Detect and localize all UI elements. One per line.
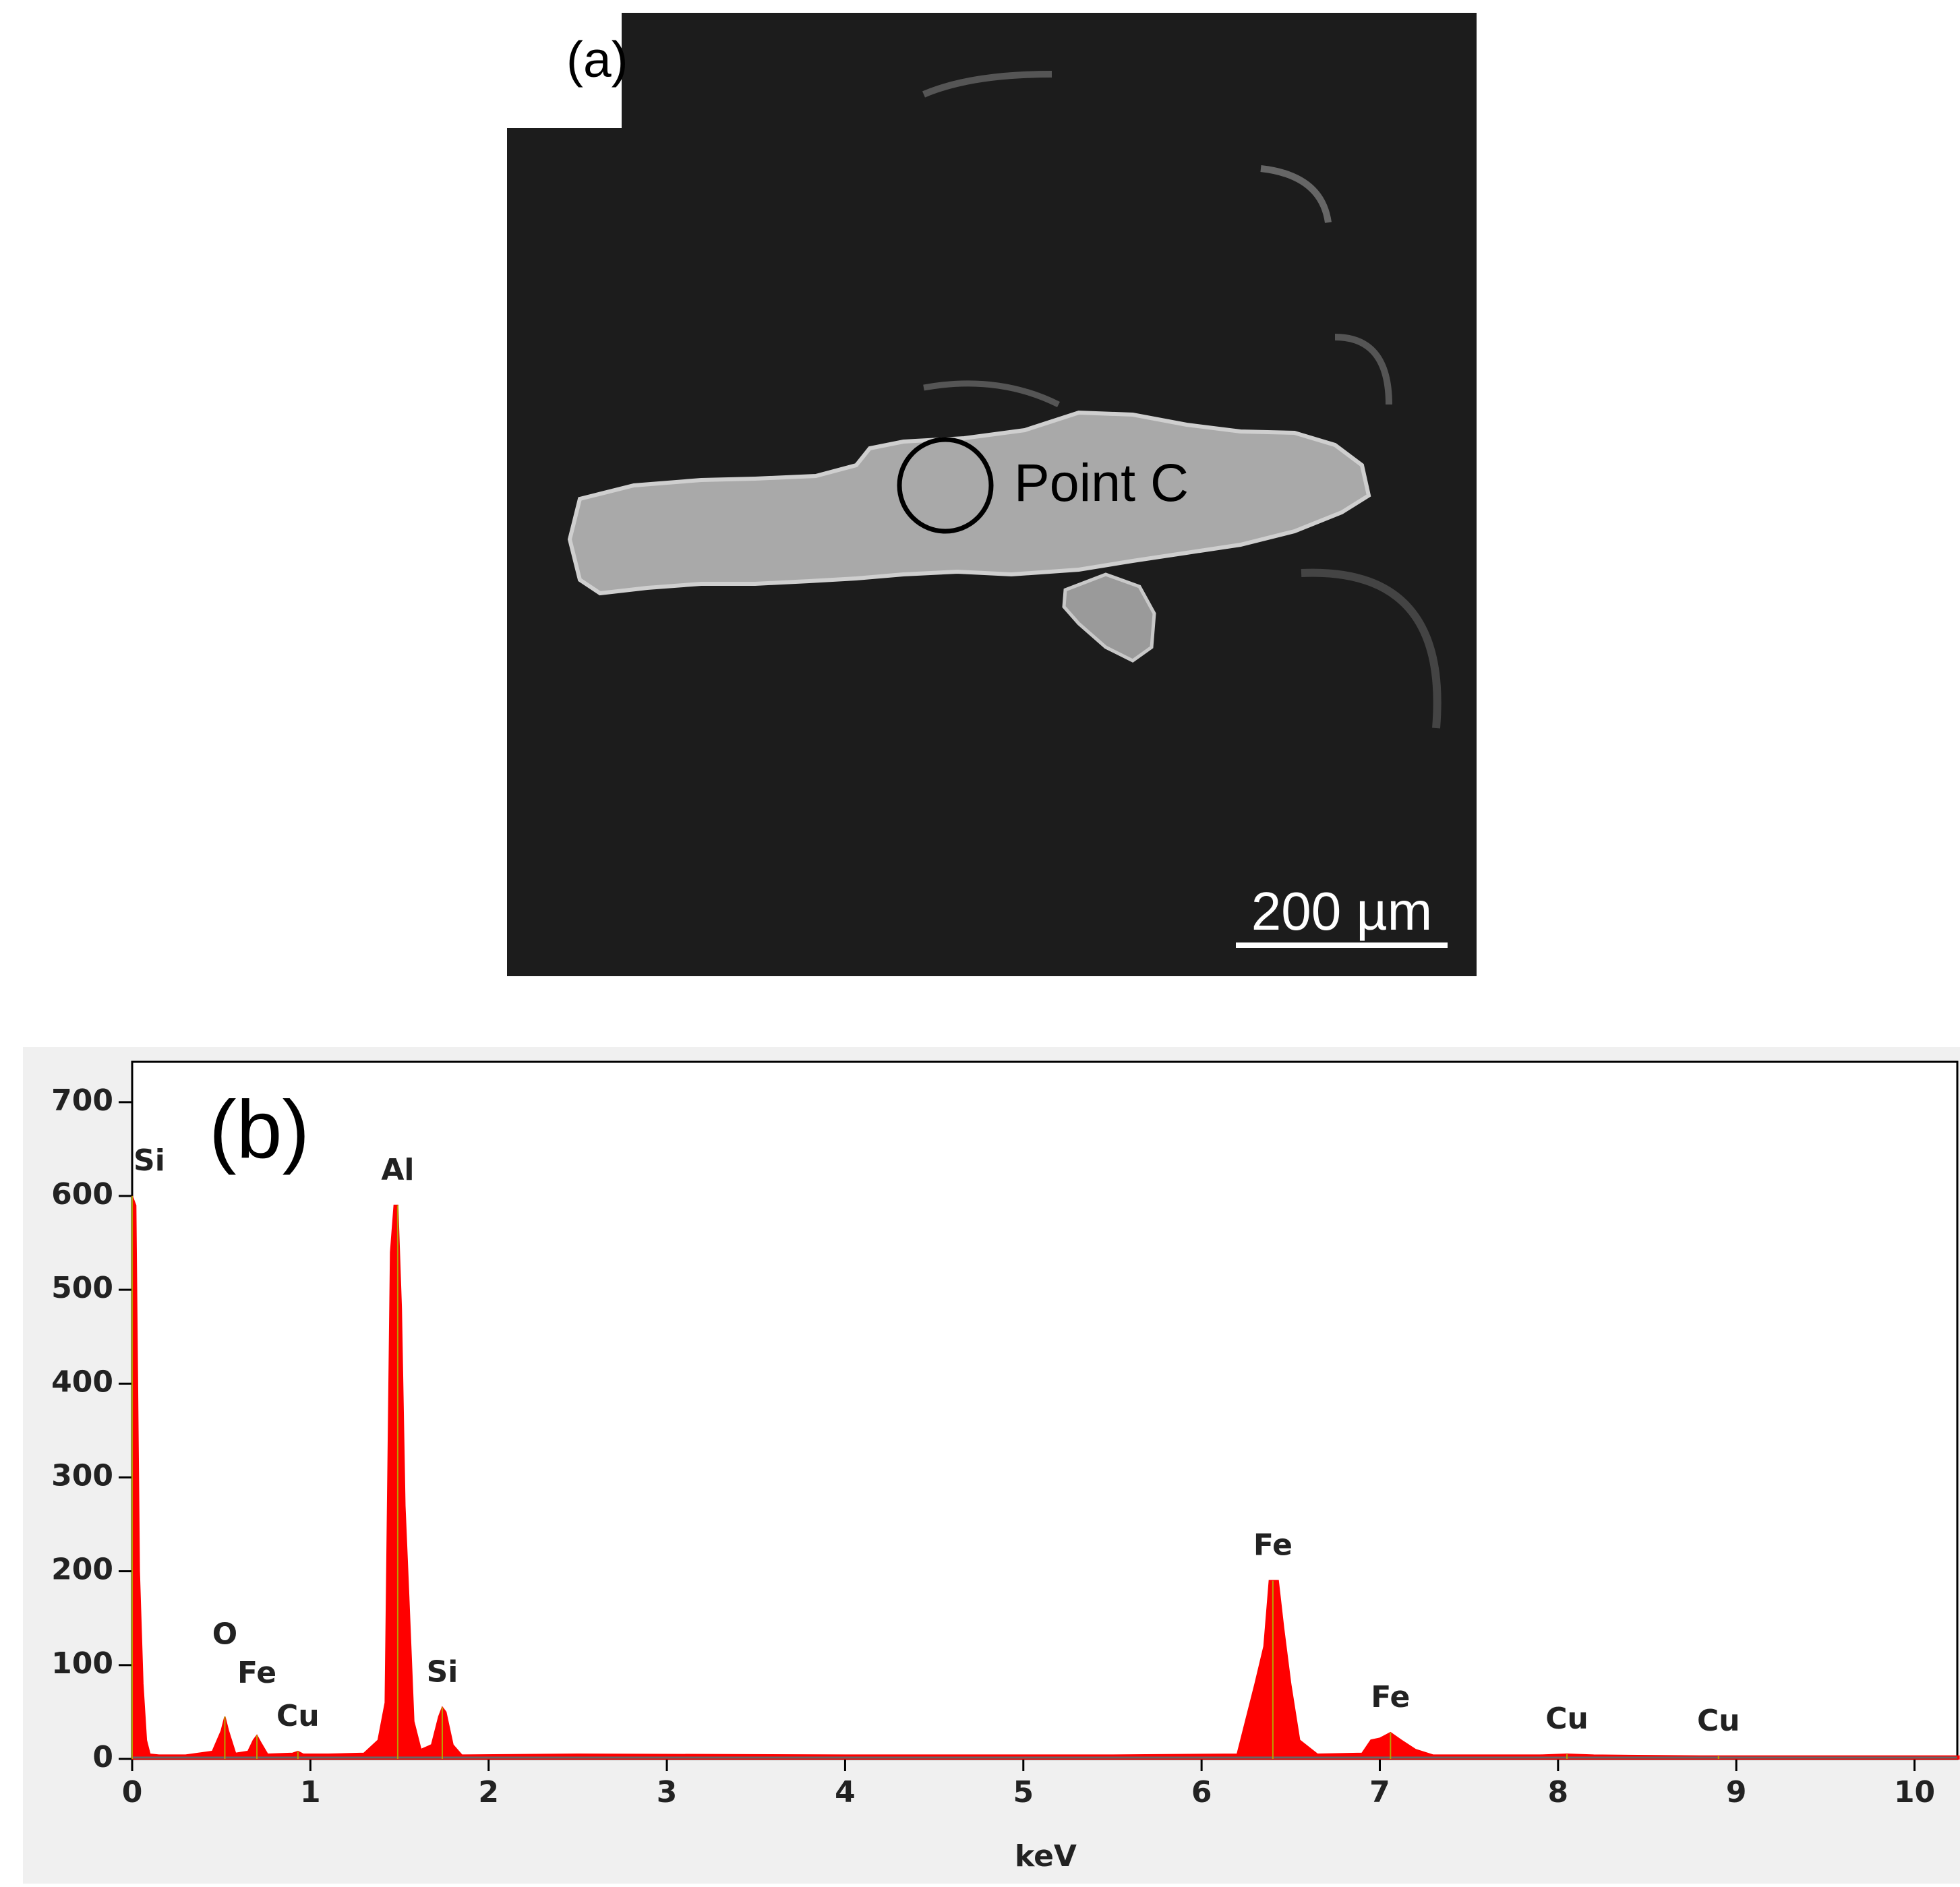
fragment	[1062, 572, 1156, 663]
y-tick-label: 400	[51, 1365, 113, 1399]
x-tick-label: 6	[1191, 1775, 1212, 1809]
x-tick-label: 9	[1726, 1775, 1747, 1809]
x-tick-label: 4	[835, 1775, 856, 1809]
peak-label: Fe	[1371, 1680, 1410, 1714]
panel-label: (a)	[566, 31, 628, 88]
y-tick-label: 0	[92, 1740, 113, 1774]
x-tick-label: 0	[122, 1775, 143, 1809]
x-tick-label: 7	[1369, 1775, 1390, 1809]
surface-feature	[1301, 568, 1442, 729]
y-tick-label: 700	[51, 1083, 113, 1118]
x-tick-label: 8	[1548, 1775, 1569, 1809]
surface-feature	[923, 380, 1061, 408]
scale-bar-label: 200 µm	[1251, 881, 1432, 941]
x-axis-label: keV	[1015, 1839, 1077, 1874]
x-tick-label: 2	[478, 1775, 499, 1809]
surface-feature	[922, 71, 1052, 98]
peak-label: Cu	[276, 1699, 320, 1733]
particle	[567, 410, 1371, 596]
x-tick-label: 1	[300, 1775, 321, 1809]
peak-label: O	[212, 1617, 237, 1651]
peak-label: Si	[427, 1654, 458, 1689]
y-tick-label: 500	[51, 1271, 113, 1305]
chart-title: (b)	[209, 1083, 309, 1175]
peak-label: Fe	[237, 1656, 276, 1690]
point-label: Point C	[1014, 452, 1189, 512]
spectrum	[131, 1195, 1960, 1760]
y-tick-label: 200	[51, 1553, 113, 1587]
peak-label: Si	[133, 1143, 165, 1178]
peak-label: Al	[381, 1153, 414, 1187]
x-tick-label: 5	[1013, 1775, 1034, 1809]
plot-area	[131, 1060, 1959, 1760]
sem-image: (a) Point C 200 µm	[507, 13, 1477, 976]
y-tick-label: 300	[51, 1459, 113, 1493]
surface-feature	[1260, 165, 1332, 223]
point-marker	[897, 437, 994, 534]
y-tick-label: 100	[51, 1646, 113, 1681]
x-tick-label: 10	[1894, 1775, 1935, 1809]
peak-label: Cu	[1697, 1704, 1740, 1738]
surface-feature	[1334, 334, 1392, 405]
scale-bar	[1236, 942, 1448, 948]
y-tick-label: 600	[51, 1177, 113, 1211]
x-tick-label: 3	[657, 1775, 678, 1809]
peak-label: Cu	[1545, 1702, 1588, 1736]
peak-label: Fe	[1253, 1528, 1293, 1563]
label-box	[507, 13, 622, 128]
